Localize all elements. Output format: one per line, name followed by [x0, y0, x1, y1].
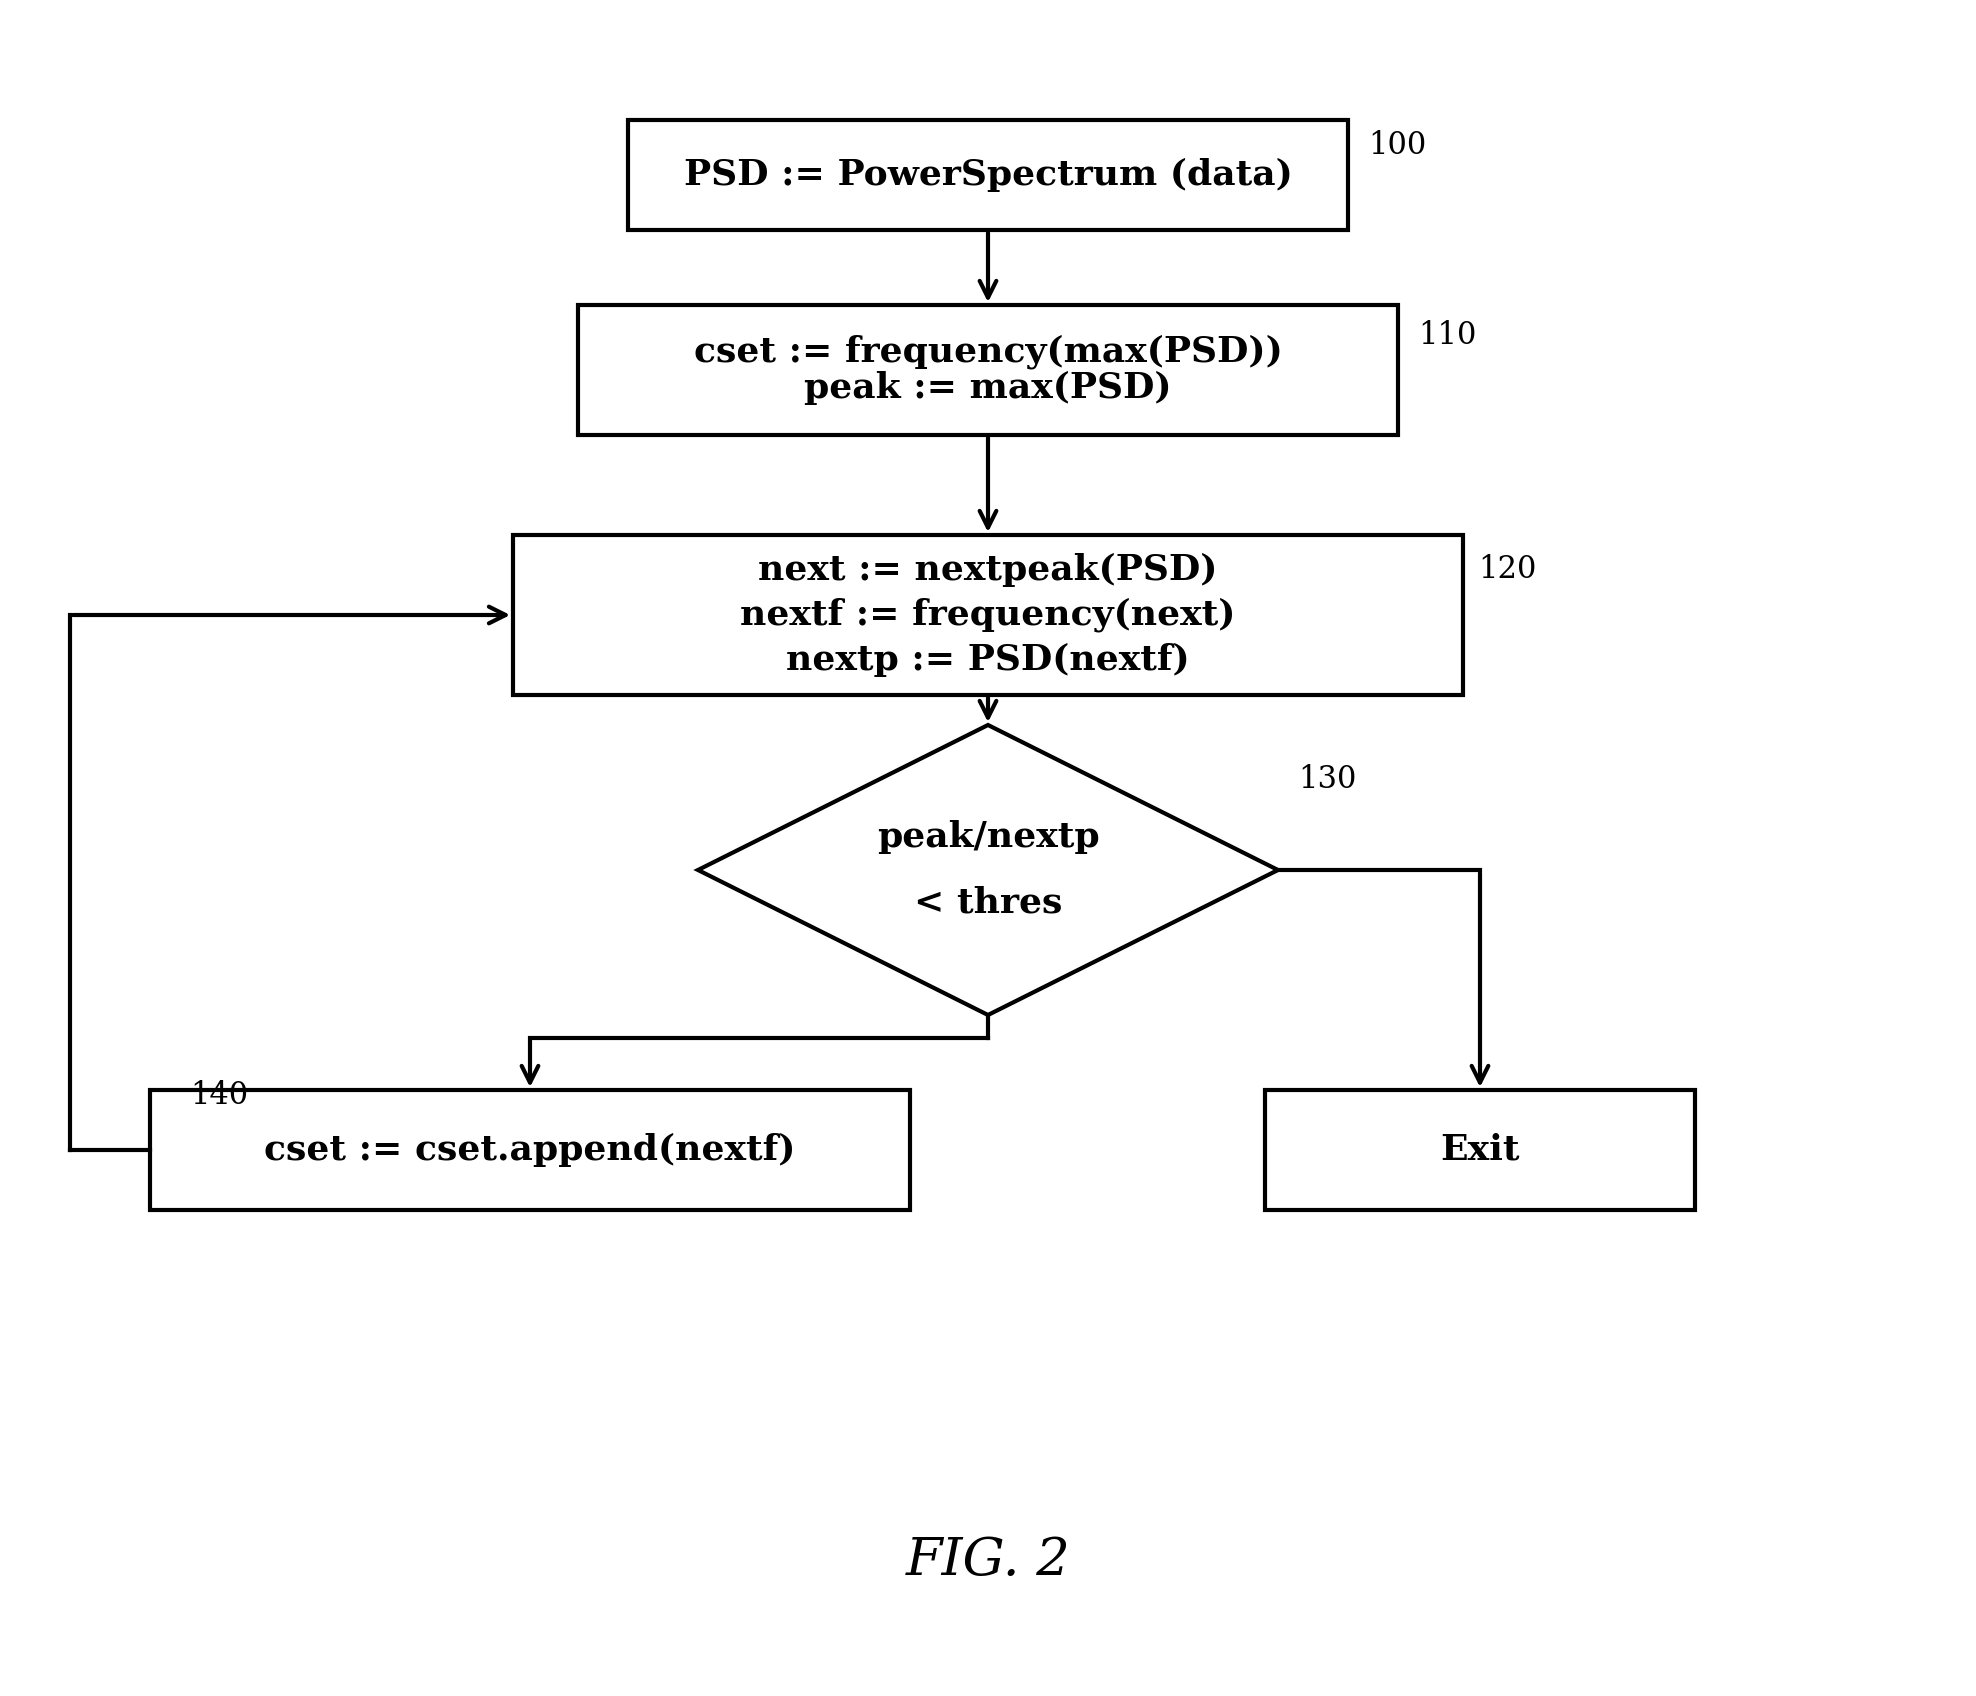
Bar — [628, 120, 1348, 231]
Text: nextp := PSD(nextf): nextp := PSD(nextf) — [786, 643, 1190, 677]
Text: 120: 120 — [1478, 555, 1537, 585]
Text: 100: 100 — [1367, 129, 1427, 161]
Text: cset := cset.append(nextf): cset := cset.append(nextf) — [265, 1133, 796, 1167]
Bar — [1265, 1091, 1695, 1209]
Text: 130: 130 — [1298, 765, 1356, 795]
Text: 110: 110 — [1419, 319, 1476, 351]
Bar — [514, 534, 1462, 695]
Text: 140: 140 — [190, 1079, 249, 1111]
Bar — [579, 305, 1397, 434]
Text: FIG. 2: FIG. 2 — [905, 1535, 1071, 1586]
Text: < thres: < thres — [913, 885, 1063, 919]
Text: peak := max(PSD): peak := max(PSD) — [804, 371, 1172, 405]
Bar — [150, 1091, 911, 1209]
Text: Exit: Exit — [1441, 1133, 1520, 1167]
Text: peak/nextp: peak/nextp — [877, 821, 1099, 855]
Text: nextf := frequency(next): nextf := frequency(next) — [741, 597, 1235, 633]
Text: next := nextpeak(PSD): next := nextpeak(PSD) — [759, 553, 1217, 587]
Text: PSD := PowerSpectrum (data): PSD := PowerSpectrum (data) — [684, 158, 1292, 192]
Polygon shape — [698, 724, 1278, 1014]
Text: cset := frequency(max(PSD)): cset := frequency(max(PSD)) — [694, 334, 1282, 370]
